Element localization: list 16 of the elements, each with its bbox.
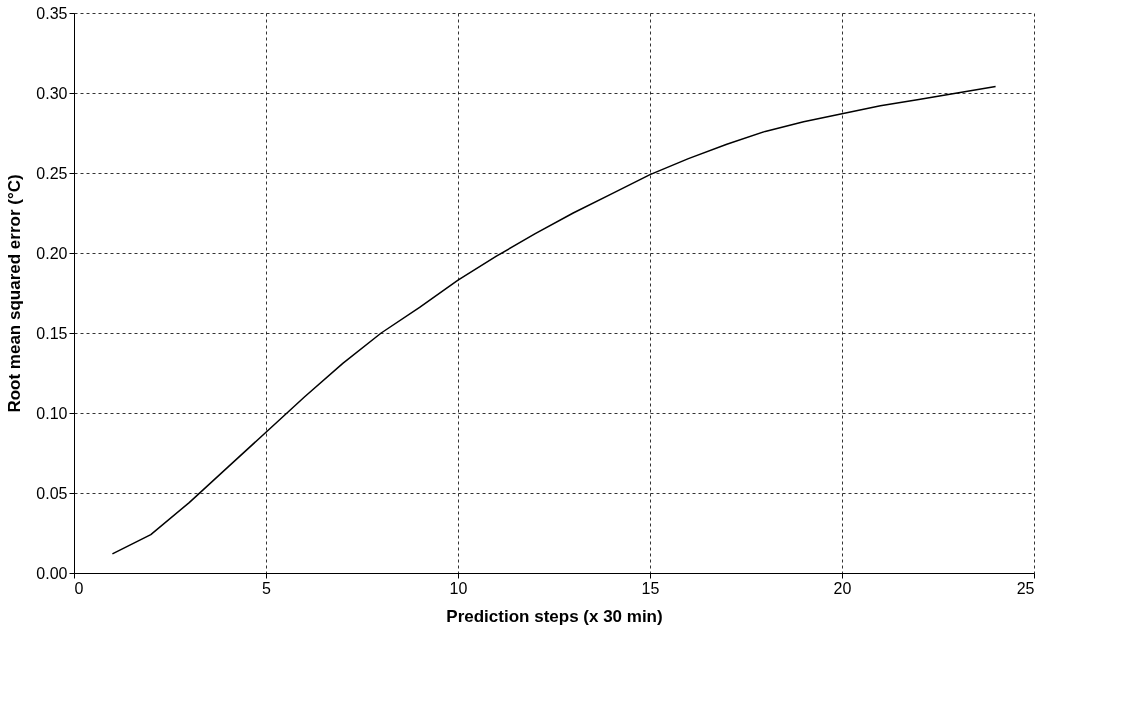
y-tick-label: 0.10: [36, 404, 68, 422]
x-tick-label: 25: [1016, 579, 1035, 597]
x-tick-label: 20: [833, 579, 852, 597]
y-tick-label: 0.15: [36, 324, 68, 342]
x-tick-label: 10: [449, 579, 468, 597]
y-tick-label: 0.35: [36, 4, 68, 22]
x-tick-label: 0: [74, 579, 84, 597]
y-tick-label: 0.25: [36, 164, 68, 182]
x-tick-label: 5: [262, 579, 272, 597]
y-axis-title: Root mean squared error (°C): [5, 174, 25, 413]
x-axis-title: Prediction steps (x 30 min): [446, 606, 663, 626]
y-tick-label: 0.05: [36, 484, 68, 502]
x-tick-label: 15: [641, 579, 660, 597]
y-tick-label: 0.00: [36, 564, 68, 582]
y-tick-label: 0.30: [36, 84, 68, 102]
y-tick-label: 0.20: [36, 244, 68, 262]
